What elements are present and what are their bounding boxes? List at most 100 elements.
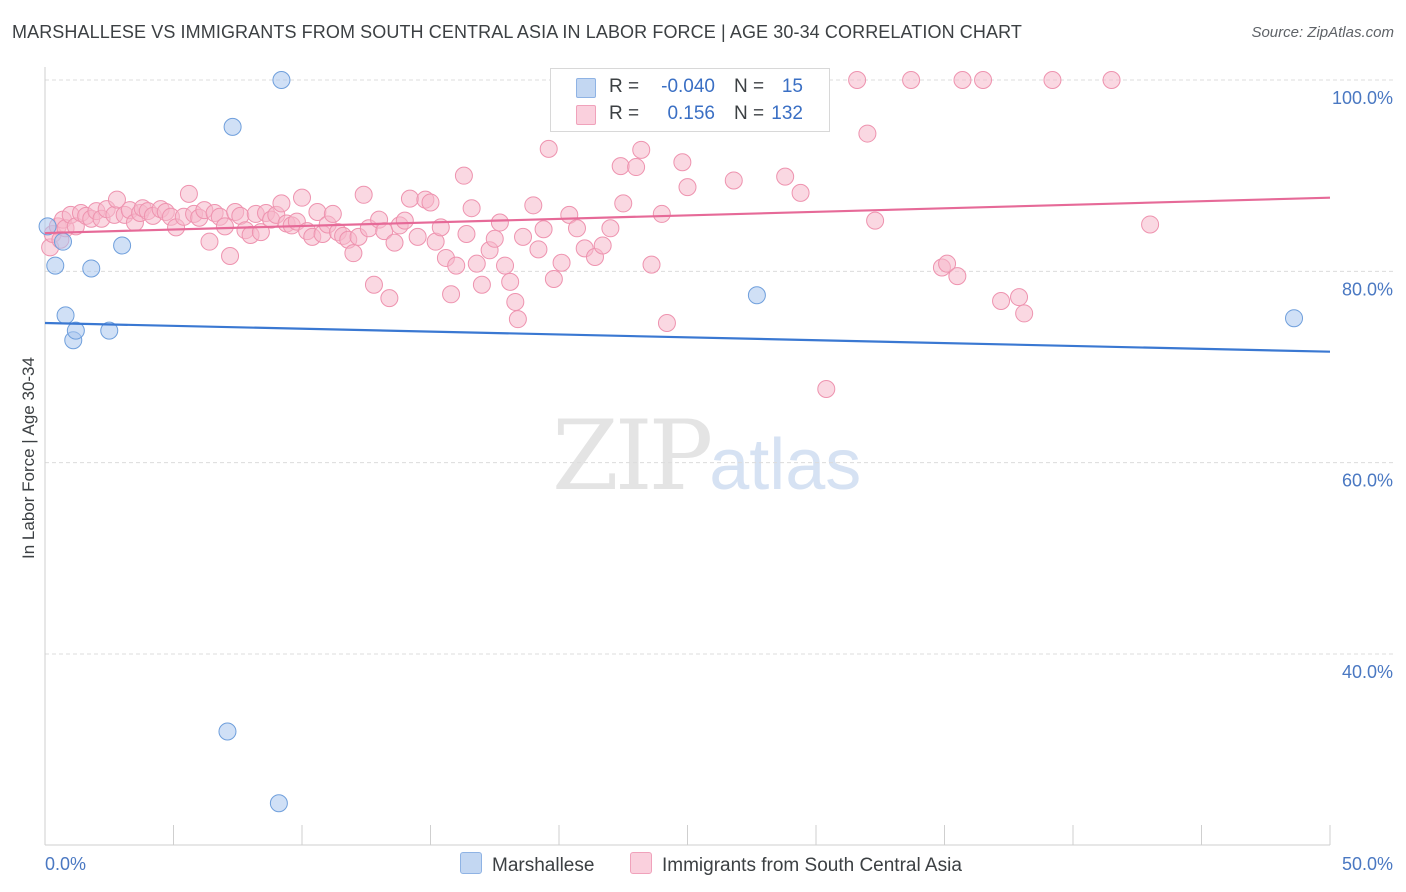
south-central-asia-point [496,256,515,275]
south-central-asia-point [179,184,198,203]
marshallese-point [269,794,288,813]
south-central-asia-point [611,157,630,176]
south-central-asia-point [678,178,697,197]
legend-r-label: R = [609,76,640,97]
legend-swatch [460,852,482,874]
south-central-asia-point [506,292,525,311]
marshallese-point [272,71,291,89]
south-central-asia-point [380,289,399,308]
chart-title: MARSHALLESE VS IMMIGRANTS FROM SOUTH CEN… [12,22,1022,42]
watermark: ZIPatlas [552,400,861,512]
south-central-asia-point [385,233,404,252]
legend-swatch-south-central-asia [576,105,596,125]
south-central-asia-point [293,188,311,207]
south-central-asia-point [539,139,558,158]
south-central-asia-point [642,255,661,274]
south-central-asia-point [534,220,553,239]
south-central-asia-point [107,190,126,209]
south-central-asia-point [395,211,414,230]
legend-r-value: 0.156 [667,103,715,124]
trend-lines [44,196,1331,353]
south-central-asia-point [221,247,240,266]
axes [44,67,1331,846]
south-central-asia-point [791,183,810,202]
south-central-asia-point [657,313,676,332]
south-central-asia-point [776,167,795,186]
south-central-asia-point [1141,215,1160,234]
marshallese-trend-line [44,321,1331,353]
marshallese-point [1285,309,1304,328]
south-central-asia-point [552,253,571,272]
data-points [38,71,1304,813]
y-axis-title: In Labor Force | Age 30-34 [19,357,38,559]
x-tick-label: 0.0% [45,854,86,874]
south-central-asia-point [272,194,291,213]
marshallese-point [747,286,766,305]
south-central-asia-point [200,232,219,251]
south-central-asia-point [524,196,543,215]
south-central-asia-point [364,275,383,294]
south-central-asia-point [938,254,957,273]
y-tick-label: 80.0% [1342,279,1393,299]
south-central-asia-point [508,310,527,329]
south-central-asia-point [421,193,440,212]
south-central-asia-point [400,189,419,208]
legend-swatch [630,852,652,874]
south-central-asia-point [1102,71,1121,89]
south-central-asia-point [344,244,363,263]
marshallese-point [46,256,65,275]
south-central-asia-point [408,227,427,246]
y-tick-label: 100.0% [1332,88,1393,108]
south-central-asia-point [953,71,972,89]
south-central-asia-point [974,71,993,89]
correlation-legend: R = -0.040 N = 15 R = 0.156 N = 132 [550,68,830,132]
south-central-asia-trend-line [44,196,1331,235]
legend-n-label: N = [734,76,765,97]
legend-item-marshallese: Marshallese [460,852,594,877]
legend-n-value: 132 [771,103,803,124]
y-tick-label: 60.0% [1342,471,1393,491]
marshallese-point [82,259,101,278]
marshallese-point [223,117,242,136]
legend-label: Marshallese [492,855,595,876]
south-central-asia-point [501,272,520,291]
legend-item-south-central-asia: Immigrants from South Central Asia [630,852,962,877]
south-central-asia-point [447,256,466,275]
south-central-asia-point [724,171,743,190]
south-central-asia-point [858,124,877,143]
south-central-asia-point [593,236,612,255]
south-central-asia-point [1010,288,1029,307]
south-central-asia-point [457,225,476,244]
south-central-asia-point [354,185,373,204]
south-central-asia-point [567,219,586,238]
south-central-asia-point [462,199,481,218]
source-credit: Source: ZipAtlas.com [1251,24,1394,41]
south-central-asia-point [323,204,342,223]
south-central-asia-point [454,166,473,185]
south-central-asia-point [614,194,633,213]
legend-n-value: 15 [781,76,803,97]
south-central-asia-point [992,291,1011,310]
legend-n-label: N = [734,103,765,124]
south-central-asia-point [544,269,563,288]
south-central-asia-point [1043,71,1062,89]
south-central-asia-point [601,219,620,238]
y-tick-label: 40.0% [1342,662,1393,682]
marshallese-point [53,232,72,251]
watermark-atlas: atlas [709,425,862,505]
watermark-zip: ZIP [552,400,713,512]
legend-row-marshallese: R = -0.040 N = 15 [551,74,829,100]
legend-label: Immigrants from South Central Asia [662,855,962,876]
south-central-asia-point [652,204,671,223]
south-central-asia-point [215,217,234,236]
south-central-asia-point [467,254,486,273]
legend-r-label: R = [609,103,640,124]
legend-swatch-marshallese [576,78,596,98]
series-legend: Marshallese Immigrants from South Centra… [0,852,1406,878]
south-central-asia-point [902,71,921,89]
marshallese-point [38,217,57,236]
marshallese-point [56,306,75,325]
marshallese-point [218,722,237,741]
tick-labels: 100.0% 80.0% 60.0% 40.0% 0.0% 50.0% In Labor F… [19,88,1393,874]
